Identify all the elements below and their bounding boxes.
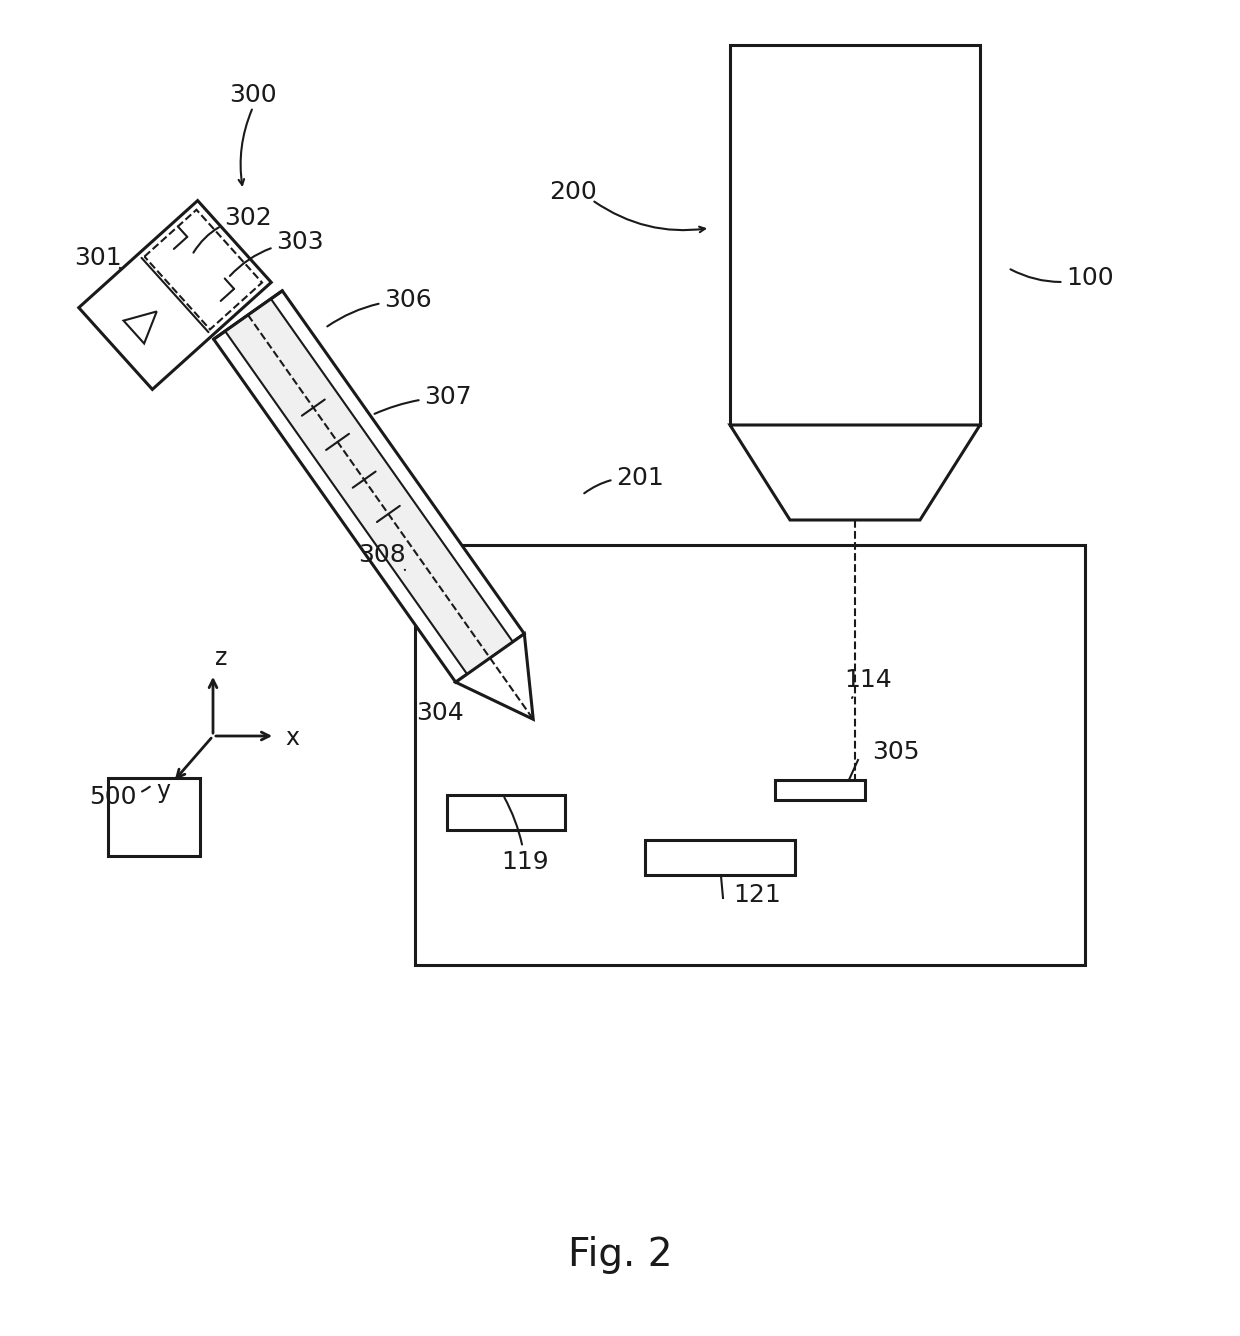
Polygon shape <box>213 291 525 683</box>
Text: 119: 119 <box>501 798 549 874</box>
Bar <box>775 780 866 800</box>
Bar <box>446 795 565 830</box>
Text: 300: 300 <box>229 83 277 107</box>
Text: x: x <box>285 725 299 749</box>
Text: 305: 305 <box>872 740 920 764</box>
Text: 100: 100 <box>1011 266 1114 290</box>
Polygon shape <box>226 299 513 675</box>
Bar <box>415 545 1085 965</box>
Text: 307: 307 <box>374 385 471 414</box>
Text: Fig. 2: Fig. 2 <box>568 1236 672 1275</box>
Text: y: y <box>156 779 170 803</box>
Text: 302: 302 <box>193 206 272 253</box>
Text: 200: 200 <box>549 180 596 204</box>
Bar <box>645 840 795 875</box>
Text: 301: 301 <box>74 246 122 270</box>
Text: 304: 304 <box>417 701 464 725</box>
Text: 308: 308 <box>358 542 405 570</box>
Polygon shape <box>730 425 980 520</box>
Bar <box>108 778 200 856</box>
Text: 121: 121 <box>733 883 781 907</box>
Text: 114: 114 <box>844 668 892 697</box>
Text: 303: 303 <box>229 230 324 277</box>
Text: 500: 500 <box>89 786 150 810</box>
Polygon shape <box>79 200 272 389</box>
Text: z: z <box>215 647 227 669</box>
Polygon shape <box>124 311 156 343</box>
Text: 201: 201 <box>584 466 663 493</box>
Polygon shape <box>455 633 533 719</box>
Bar <box>730 45 980 425</box>
Text: 306: 306 <box>327 289 432 326</box>
